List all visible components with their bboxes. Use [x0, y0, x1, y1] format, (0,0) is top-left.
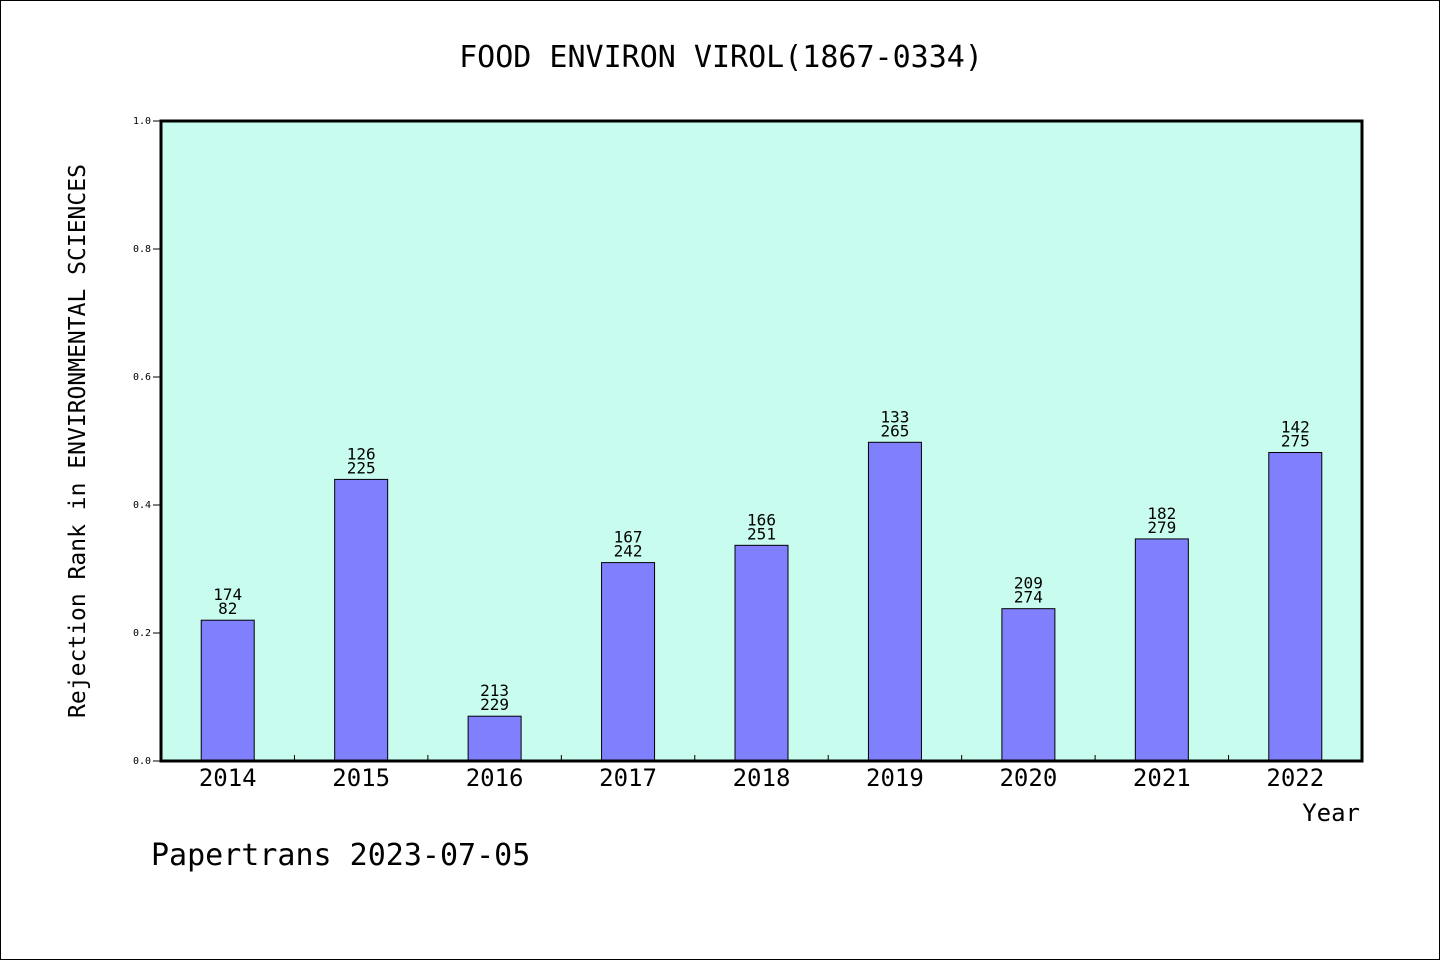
x-tick-label-2021: 2021: [1133, 764, 1191, 792]
bar-label-top-2018: 166: [747, 510, 776, 529]
bar-label-top-2015: 126: [347, 444, 376, 463]
y-tick-label-0.6: 0.6: [133, 372, 151, 383]
x-tick-label-2022: 2022: [1266, 764, 1324, 792]
bar-2022: [1268, 452, 1323, 762]
bar-label-top-2022: 142: [1281, 418, 1310, 437]
bar-label-bottom-2018: 251: [747, 524, 776, 543]
x-tick-label-2014: 2014: [199, 764, 257, 792]
bar-2018: [734, 544, 789, 762]
bar-2015: [334, 478, 389, 762]
plot-border: [159, 119, 1364, 763]
chart-title: FOOD ENVIRON VIROL(1867-0334): [459, 40, 983, 75]
y-tick-label-0.2: 0.2: [133, 628, 151, 639]
y-tick-label-0.8: 0.8: [133, 244, 151, 255]
bar-label-top-2019: 133: [880, 407, 909, 426]
y-axis-label: Rejection Rank in ENVIRONMENTAL SCIENCES: [65, 164, 91, 718]
bar-label-top-2017: 167: [614, 528, 643, 547]
bar-label-bottom-2017: 242: [614, 542, 643, 561]
data-labels-group: 1748212622521322916724216625113326520927…: [213, 407, 1309, 714]
bar-label-bottom-2016: 229: [480, 695, 509, 714]
bar-2020: [1001, 608, 1056, 762]
bars-group: [200, 441, 1323, 762]
y-tick-label-0.4: 0.4: [133, 500, 151, 511]
x-tick-label-2015: 2015: [332, 764, 390, 792]
bar-label-bottom-2019: 265: [880, 421, 909, 440]
x-tick-label-2019: 2019: [866, 764, 924, 792]
bar-label-top-2016: 213: [480, 681, 509, 700]
bar-2019: [867, 441, 922, 762]
bar-label-bottom-2014: 82: [218, 599, 237, 618]
footer-credit: Papertrans 2023-07-05: [151, 838, 530, 873]
x-axis-label: Year: [1302, 799, 1360, 827]
y-tick-label-0.0: 0.0: [133, 756, 151, 767]
bar-label-bottom-2020: 274: [1014, 588, 1043, 607]
bar-label-bottom-2015: 225: [347, 458, 376, 477]
bar-2014: [200, 619, 255, 762]
x-tick-label-2020: 2020: [999, 764, 1057, 792]
x-tick-label-2018: 2018: [733, 764, 791, 792]
x-axis-ticks: 2014 2015 2016 2017 2018 2019 2020 2021 2022: [199, 755, 1324, 792]
y-tick-label-1.0: 1.0: [133, 116, 151, 127]
bar-2017: [601, 562, 656, 762]
bar-label-bottom-2022: 275: [1281, 432, 1310, 451]
y-axis-ticks: 0.0 0.2 0.4 0.6 0.8 1.0: [133, 116, 161, 767]
bar-label-top-2014: 174: [213, 585, 242, 604]
x-tick-label-2016: 2016: [466, 764, 524, 792]
x-tick-label-2017: 2017: [599, 764, 657, 792]
bar-2016: [467, 715, 522, 762]
bar-2021: [1134, 538, 1189, 762]
bar-label-top-2020: 209: [1014, 574, 1043, 593]
bar-label-top-2021: 182: [1147, 504, 1176, 523]
bar-label-bottom-2021: 279: [1147, 518, 1176, 537]
